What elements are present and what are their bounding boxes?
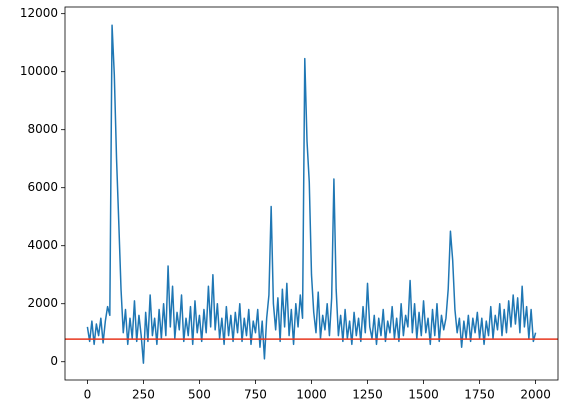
x-tick-label: 1250 — [352, 388, 383, 402]
x-tick-label: 750 — [244, 388, 267, 402]
y-tick-label: 12000 — [20, 6, 58, 20]
x-tick-label: 1000 — [296, 388, 327, 402]
x-tick-label: 0 — [84, 388, 92, 402]
y-tick-label: 8000 — [27, 122, 58, 136]
x-tick-label: 1750 — [464, 388, 495, 402]
x-tick-label: 500 — [188, 388, 211, 402]
y-tick-label: 6000 — [27, 180, 58, 194]
x-tick-label: 250 — [132, 388, 155, 402]
plot-frame — [64, 6, 559, 381]
x-tick-label: 2000 — [520, 388, 551, 402]
y-tick-label: 0 — [50, 354, 58, 368]
data-line — [86, 24, 537, 364]
y-tick-label: 2000 — [27, 296, 58, 310]
y-tick-label: 10000 — [20, 64, 58, 78]
y-tick-label: 4000 — [27, 238, 58, 252]
x-tick-label: 1500 — [408, 388, 439, 402]
